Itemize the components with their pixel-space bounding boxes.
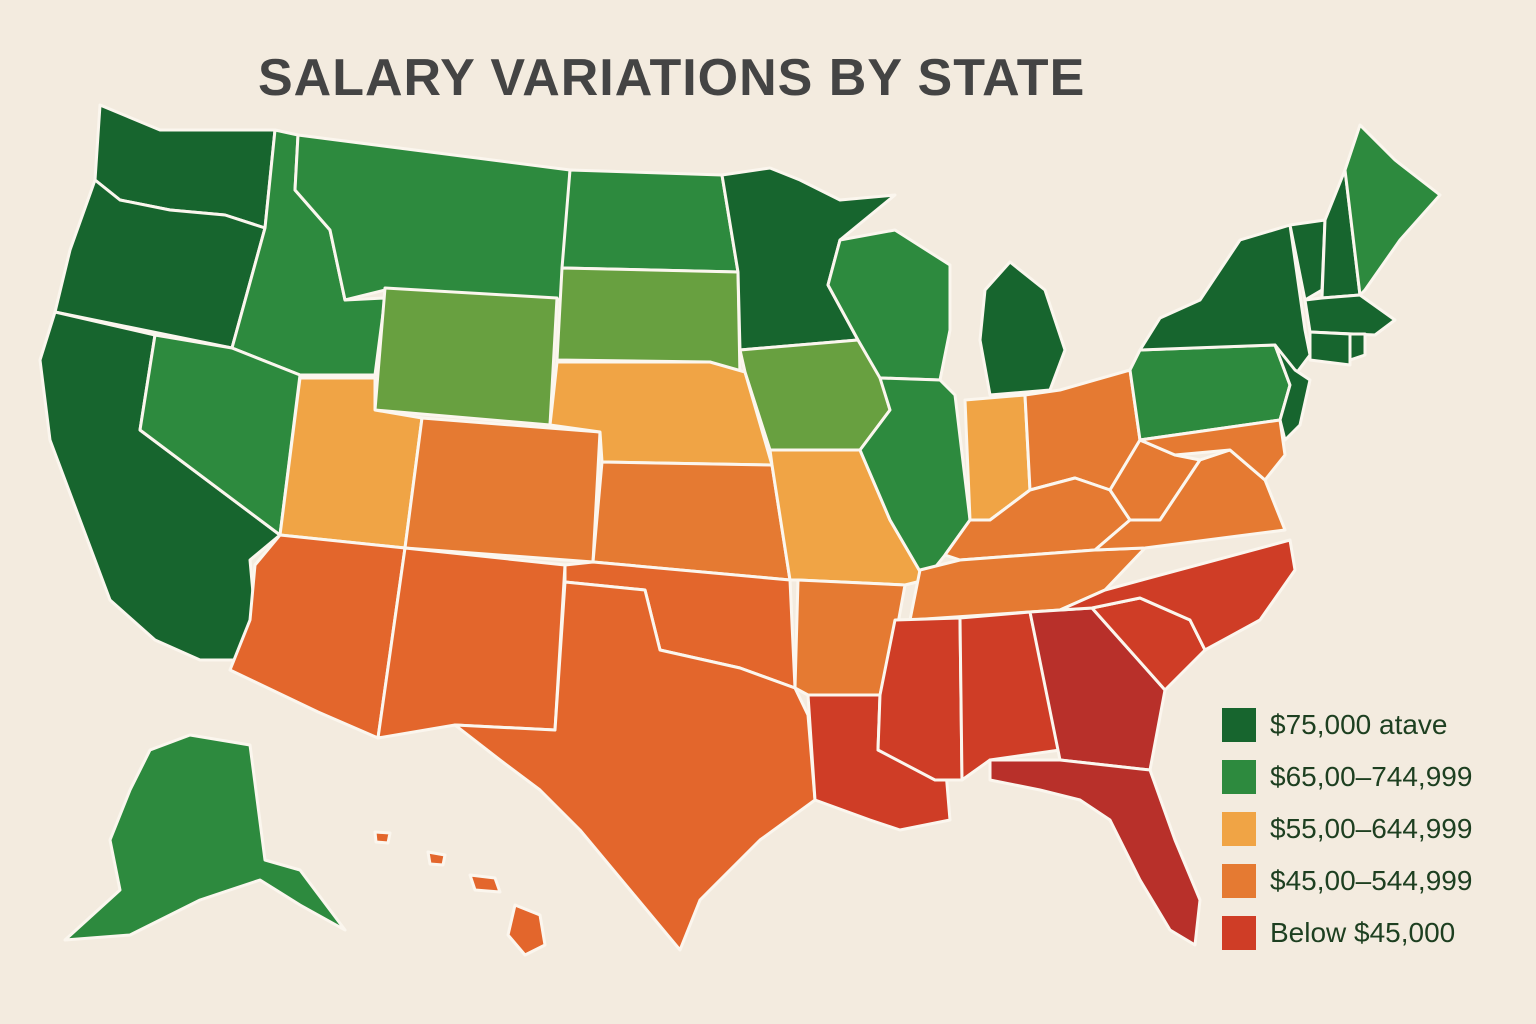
legend-item: $75,000 atave (1222, 706, 1472, 744)
state-hawaii-islet-1[interactable] (468, 873, 502, 894)
state-new-jersey[interactable] (1273, 343, 1312, 442)
state-arizona[interactable] (228, 533, 407, 740)
legend-item: $45,00–544,999 (1222, 862, 1472, 900)
state-north-carolina[interactable] (1058, 538, 1297, 652)
state-maryland[interactable] (1138, 418, 1287, 482)
state-new-mexico[interactable] (376, 546, 567, 740)
legend-swatch (1222, 760, 1256, 794)
legend-swatch (1222, 708, 1256, 742)
legend-label: $65,00–744,999 (1270, 761, 1473, 792)
legend-label: $55,00–644,999 (1270, 813, 1473, 844)
state-colorado[interactable] (403, 416, 602, 564)
state-michigan[interactable] (978, 260, 1067, 397)
state-massachusetts[interactable] (1303, 293, 1397, 337)
legend-swatch (1222, 864, 1256, 898)
legend-swatch (1222, 812, 1256, 846)
state-hawaii-islet-3[interactable] (373, 830, 392, 845)
map-title: SALARY VARIATIONS BY STATE (258, 49, 1086, 107)
legend-item: $65,00–744,999 (1222, 758, 1472, 796)
state-florida[interactable] (988, 758, 1202, 947)
legend-label: $45,00–544,999 (1270, 865, 1473, 896)
state-alaska[interactable] (63, 733, 347, 942)
state-texas[interactable] (453, 580, 817, 952)
state-connecticut[interactable] (1308, 330, 1352, 367)
state-hawaii[interactable] (506, 903, 547, 957)
state-alabama[interactable] (958, 610, 1062, 782)
state-rhode-island[interactable] (1348, 332, 1367, 362)
state-wyoming[interactable] (373, 286, 559, 427)
state-north-dakota[interactable] (560, 168, 740, 274)
state-kansas[interactable] (591, 460, 792, 582)
legend-item: Below $45,000 (1222, 914, 1472, 952)
state-mississippi[interactable] (876, 616, 964, 782)
state-maine[interactable] (1343, 123, 1442, 297)
legend-label: $75,000 atave (1270, 709, 1448, 740)
legend: $75,000 atave $65,00–744,999 $55,00–644,… (1222, 706, 1472, 966)
legend-label: Below $45,000 (1270, 917, 1456, 948)
legend-swatch (1222, 916, 1256, 950)
state-hawaii-islet-2[interactable] (426, 850, 447, 867)
legend-item: $55,00–644,999 (1222, 810, 1472, 848)
